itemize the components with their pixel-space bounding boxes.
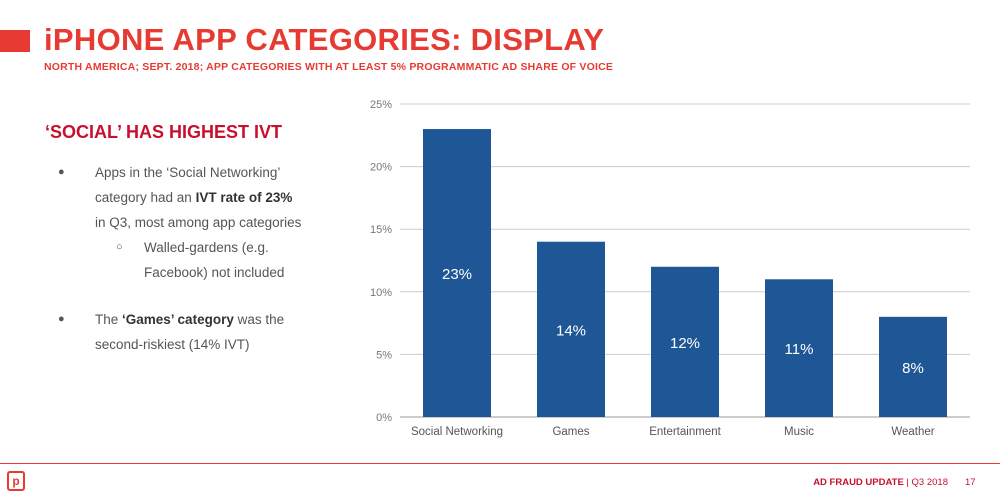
section-heading: ‘SOCIAL’ HAS HIGHEST IVT — [45, 122, 283, 142]
y-tick-label: 15% — [370, 224, 392, 236]
bullet-text-line: Apps in the ‘Social Networking’ — [95, 165, 281, 180]
x-tick-label: Music — [784, 426, 814, 438]
bar — [423, 129, 491, 417]
bullet-text-line: category had an IVT rate of 23% — [95, 185, 358, 210]
y-tick-label: 0% — [376, 412, 392, 424]
x-tick-label: Entertainment — [649, 426, 721, 438]
bullet-text-line: The ‘Games’ category was the — [95, 307, 358, 332]
bullet-text: was the — [233, 312, 285, 327]
bullet-list: ● Apps in the ‘Social Networking’ catego… — [58, 160, 358, 357]
bar-chart: 0% 5% 10% 15% 20% 25% 23% Social Networking 14% G… — [370, 99, 970, 438]
bullet-text: category had an — [95, 190, 196, 205]
footer-label-bold: AD FRAUD UPDATE — [813, 477, 904, 488]
data-label: 11% — [785, 341, 814, 358]
bar — [879, 316, 947, 417]
footer-divider — [0, 463, 1000, 464]
page-title: iPHONE APP CATEGORIES: DISPLAY — [44, 22, 605, 57]
page-subtitle: NORTH AMERICA; SEPT. 2018; APP CATEGORIE… — [44, 61, 614, 73]
y-tick-label: 5% — [376, 349, 392, 361]
bar — [537, 241, 605, 417]
x-tick-label: Weather — [891, 426, 934, 438]
bar — [765, 279, 833, 417]
bar — [651, 266, 719, 417]
bullet-item: ● The ‘Games’ category was the second-ri… — [58, 307, 358, 357]
x-tick-label: Social Networking — [411, 426, 503, 438]
bullet-item: ● Apps in the ‘Social Networking’ catego… — [58, 160, 358, 235]
y-tick-label: 20% — [370, 162, 392, 174]
brand-logo-icon: p — [7, 471, 25, 491]
footer-label: AD FRAUD UPDATE | Q3 2018 — [813, 477, 948, 488]
data-label: 14% — [556, 322, 586, 339]
page-number: 17 — [965, 477, 976, 488]
y-tick-label: 10% — [370, 287, 392, 299]
data-label: 12% — [670, 335, 700, 352]
data-label: 23% — [442, 266, 472, 283]
bullet-text: The — [95, 312, 123, 327]
data-label: 8% — [902, 360, 924, 377]
footer-label-rest: | Q3 2018 — [903, 477, 948, 488]
x-tick-label: Games — [552, 426, 589, 438]
bullet-bold-text: IVT rate of 23% — [195, 190, 293, 205]
y-tick-label: 25% — [370, 99, 392, 111]
sub-bullet-text-line: Walled-gardens (e.g. — [144, 240, 269, 255]
sub-bullet-item: ○ Walled-gardens (e.g. Facebook) not inc… — [58, 235, 358, 285]
sub-bullet-text-line: Facebook) not included — [144, 265, 285, 280]
bullet-text-line: second-riskiest (14% IVT) — [95, 337, 250, 352]
bullet-text-line: in Q3, most among app categories — [95, 215, 302, 230]
title-accent-bar — [0, 30, 30, 52]
sub-bullet-ring-icon: ○ — [116, 241, 123, 253]
bullet-bold-text: ‘Games’ category — [122, 312, 234, 327]
bullet-dot-icon: ● — [58, 166, 65, 178]
bullet-dot-icon: ● — [58, 313, 65, 325]
